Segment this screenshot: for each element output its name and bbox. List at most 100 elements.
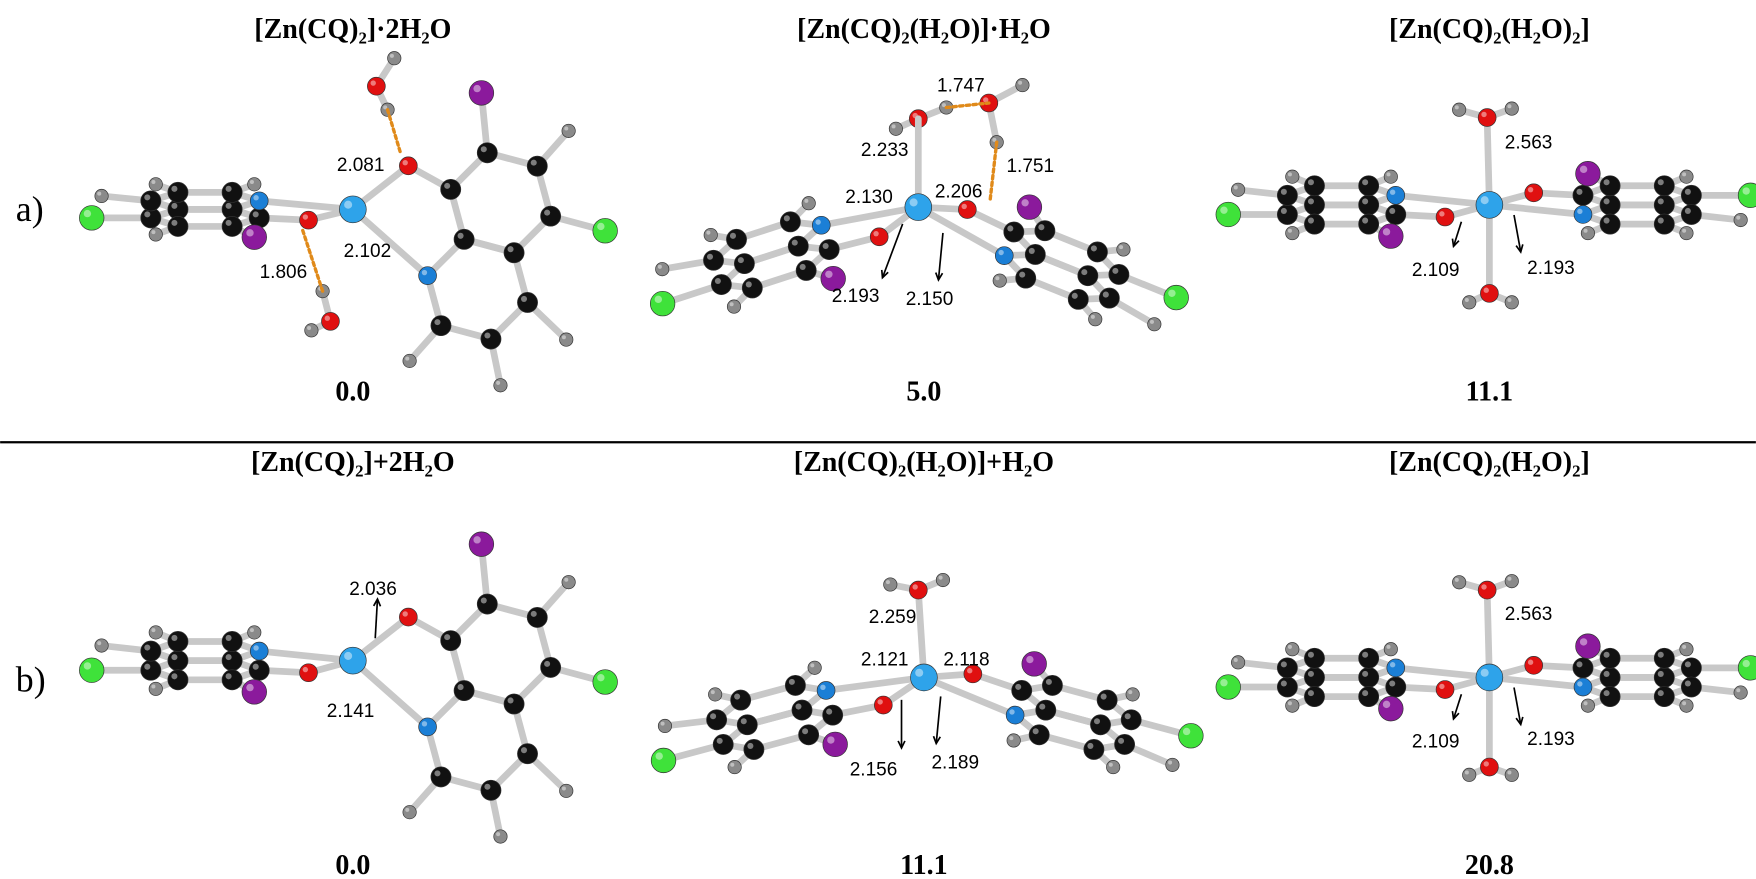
- atom-highlight: [1362, 198, 1368, 204]
- atom-highlight: [1584, 701, 1588, 705]
- atom: [1478, 109, 1496, 127]
- bond-distance: 2.193: [832, 286, 880, 307]
- atom: [141, 191, 161, 211]
- atom-highlight: [1390, 662, 1395, 667]
- atom: [222, 670, 242, 690]
- structure-title: [Zn(CQ)₂(H₂O)₂]: [1389, 447, 1590, 478]
- atom-highlight: [912, 584, 917, 589]
- atom-highlight: [344, 652, 352, 660]
- atom: [1148, 318, 1161, 331]
- atom: [1463, 768, 1476, 781]
- bond-distance: 2.036: [349, 579, 397, 600]
- atom-highlight: [458, 233, 464, 239]
- atom: [792, 700, 812, 720]
- atom: [321, 312, 339, 330]
- atom-highlight: [1481, 196, 1489, 204]
- atom-highlight: [1007, 225, 1013, 231]
- atom: [481, 780, 501, 800]
- bond-distance: 1.806: [260, 262, 308, 283]
- atom: [1384, 170, 1397, 183]
- atom-highlight: [710, 713, 716, 719]
- atom: [168, 216, 188, 236]
- atom-highlight: [521, 747, 527, 753]
- atom: [441, 631, 461, 651]
- atom-highlight: [1362, 671, 1368, 677]
- atom: [819, 239, 839, 259]
- atom: [1386, 677, 1406, 697]
- atom: [728, 760, 741, 773]
- atom-highlight: [658, 265, 662, 269]
- atom: [1600, 176, 1620, 196]
- atom: [656, 262, 669, 275]
- atom-highlight: [1308, 198, 1314, 204]
- atom-highlight: [995, 276, 999, 280]
- atom-highlight: [815, 219, 820, 224]
- atom-highlight: [1507, 577, 1511, 581]
- atom-highlight: [734, 694, 740, 700]
- atom: [1007, 734, 1020, 747]
- atom: [707, 710, 727, 730]
- atom: [1035, 221, 1055, 241]
- atom: [1573, 185, 1593, 205]
- atom: [812, 216, 830, 234]
- atom-highlight: [1128, 690, 1132, 694]
- atom-highlight: [746, 281, 752, 287]
- atom: [823, 732, 848, 757]
- atom: [149, 228, 162, 241]
- atom-highlight: [962, 204, 967, 209]
- atom-highlight: [1118, 738, 1124, 744]
- atom: [1600, 648, 1620, 668]
- atom-highlight: [226, 673, 232, 679]
- atom-highlight: [1308, 652, 1314, 658]
- atom: [1681, 185, 1701, 205]
- atom-highlight: [1308, 218, 1314, 224]
- atom: [742, 278, 762, 298]
- atom: [1476, 664, 1503, 691]
- atom-highlight: [730, 233, 736, 239]
- atom: [149, 178, 162, 191]
- atom-highlight: [226, 635, 232, 641]
- structure-title: [Zn(CQ)₂(H₂O)]·H₂O: [797, 14, 1051, 45]
- atom-highlight: [1288, 229, 1292, 233]
- atom-highlight: [1682, 172, 1686, 176]
- atom-highlight: [1019, 272, 1025, 278]
- atom: [248, 626, 261, 639]
- atom: [1480, 758, 1498, 776]
- structure-title: [Zn(CQ)₂]·2H₂O: [254, 14, 451, 45]
- atom-highlight: [1234, 185, 1238, 189]
- atom: [477, 594, 497, 614]
- atom-highlight: [1604, 198, 1610, 204]
- atom: [419, 718, 437, 736]
- atom-highlight: [521, 296, 527, 302]
- atom: [651, 748, 676, 773]
- atom: [300, 211, 318, 229]
- atom: [1304, 176, 1324, 196]
- atom-highlight: [1038, 224, 1044, 230]
- atom-highlight: [458, 684, 464, 690]
- atom-highlight: [508, 246, 514, 252]
- atom-highlight: [1685, 208, 1691, 214]
- atom: [1525, 184, 1543, 202]
- atom-highlight: [1021, 199, 1028, 206]
- atom: [454, 681, 474, 701]
- atom: [808, 661, 821, 674]
- atom-highlight: [1658, 690, 1664, 696]
- atom-highlight: [1507, 770, 1511, 774]
- atom: [788, 236, 808, 256]
- atom-highlight: [939, 576, 943, 580]
- atom-highlight: [1281, 661, 1287, 667]
- atom: [1505, 102, 1518, 115]
- atom-highlight: [998, 250, 1003, 255]
- atom: [958, 201, 976, 219]
- atom: [726, 229, 746, 249]
- atom: [477, 143, 497, 163]
- atom-highlight: [1604, 179, 1610, 185]
- atom-highlight: [1439, 684, 1444, 689]
- atom-highlight: [910, 198, 918, 206]
- atom: [1654, 667, 1674, 687]
- atom-highlight: [804, 199, 808, 203]
- atom-highlight: [1682, 701, 1686, 705]
- atom-highlight: [1220, 679, 1227, 686]
- atom: [1042, 675, 1062, 695]
- atom-highlight: [562, 335, 566, 339]
